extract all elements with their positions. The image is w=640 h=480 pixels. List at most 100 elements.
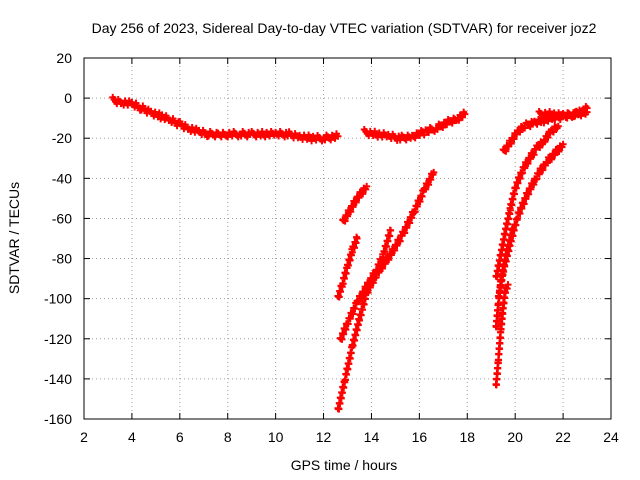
data-point-marker <box>454 115 462 123</box>
y-tick-label: -120 <box>44 331 72 347</box>
series-arc6 <box>334 168 438 413</box>
data-point-marker <box>530 181 538 189</box>
data-point-marker <box>512 184 520 192</box>
y-tick-label: -60 <box>52 210 72 226</box>
data-point-marker <box>521 124 529 132</box>
data-point-marker <box>461 110 469 118</box>
data-point-marker <box>525 190 533 198</box>
x-tick-label: 12 <box>316 429 332 445</box>
data-point-marker <box>352 198 360 206</box>
data-point-marker <box>439 124 447 132</box>
data-point-marker <box>504 281 512 289</box>
data-point-marker <box>425 181 433 189</box>
y-tick-label: -20 <box>52 130 72 146</box>
data-point-marker <box>526 123 534 131</box>
data-point-marker <box>430 168 438 176</box>
plot-area <box>109 93 591 413</box>
series-arc10 <box>494 140 567 301</box>
y-tick-label: -40 <box>52 170 72 186</box>
y-tick-label: -80 <box>52 251 72 267</box>
data-point-marker <box>543 159 551 167</box>
data-point-marker <box>348 248 356 256</box>
data-point-marker <box>418 192 426 200</box>
data-point-marker <box>211 133 219 141</box>
data-point-marker <box>403 224 411 232</box>
data-point-marker <box>425 129 433 137</box>
data-point-marker <box>437 122 445 130</box>
data-point-marker <box>406 219 414 227</box>
data-point-marker <box>443 121 451 129</box>
x-tick-label: 16 <box>412 429 428 445</box>
data-point-marker <box>514 179 522 187</box>
data-point-marker <box>344 320 352 328</box>
data-point-marker <box>520 200 528 208</box>
data-point-marker <box>352 239 360 247</box>
data-point-marker <box>550 128 558 136</box>
y-tick-label: 20 <box>56 50 72 66</box>
data-point-marker <box>555 148 563 156</box>
data-point-marker <box>536 144 544 152</box>
data-point-marker <box>338 335 346 343</box>
data-point-marker <box>521 164 529 172</box>
data-point-marker <box>408 214 416 222</box>
data-point-marker <box>371 127 379 135</box>
data-point-marker <box>516 128 524 136</box>
data-point-marker <box>432 124 440 132</box>
series-arc9 <box>492 122 562 281</box>
data-point-marker <box>341 217 349 225</box>
data-point-marker <box>393 242 401 250</box>
series-arc2 <box>360 108 469 144</box>
y-axis-label: SDTVAR / TECUs <box>6 182 22 294</box>
series-arc12 <box>535 107 591 121</box>
data-point-marker <box>510 190 518 198</box>
data-point-marker <box>349 203 357 211</box>
data-point-marker <box>369 279 377 287</box>
series-arc4 <box>339 182 371 225</box>
data-point-marker <box>583 108 591 116</box>
data-point-marker <box>516 175 524 183</box>
data-point-marker <box>420 131 428 139</box>
x-tick-label: 18 <box>459 429 475 445</box>
data-point-marker <box>455 116 463 124</box>
x-tick-label: 14 <box>364 429 380 445</box>
x-tick-label: 8 <box>224 429 232 445</box>
data-point-marker <box>448 119 456 127</box>
data-point-marker <box>342 326 350 334</box>
data-point-marker <box>351 305 359 313</box>
data-point-marker <box>422 185 430 193</box>
x-tick-label: 2 <box>80 429 88 445</box>
y-tick-label: -100 <box>44 291 72 307</box>
data-point-marker <box>524 160 532 168</box>
x-tick-label: 6 <box>176 429 184 445</box>
data-point-marker <box>364 289 372 297</box>
data-point-marker <box>344 212 351 220</box>
series-arc1 <box>109 93 342 145</box>
chart-title: Day 256 of 2023, Sidereal Day-to-day VTE… <box>92 20 597 36</box>
data-point-marker <box>546 107 554 115</box>
data-point-marker <box>411 208 419 216</box>
x-tick-label: 10 <box>268 429 284 445</box>
data-point-marker <box>350 244 358 252</box>
x-tick-label: 22 <box>555 429 571 445</box>
x-axis-label: GPS time / hours <box>291 457 398 473</box>
x-tick-label: 20 <box>507 429 523 445</box>
data-point-marker <box>391 247 399 255</box>
y-tick-label: 0 <box>64 90 72 106</box>
data-point-marker <box>427 176 435 184</box>
data-point-marker <box>522 195 530 203</box>
data-point-marker <box>401 229 409 237</box>
data-point-marker <box>355 298 363 306</box>
y-tick-label: -140 <box>44 371 72 387</box>
y-tick-label: -160 <box>44 411 72 427</box>
data-point-marker <box>416 198 424 206</box>
x-tick-label: 4 <box>128 429 136 445</box>
data-point-marker <box>387 226 395 234</box>
data-point-marker <box>349 310 357 318</box>
data-point-marker <box>366 284 374 292</box>
series-arc7 <box>492 281 512 389</box>
data-point-marker <box>548 155 556 163</box>
data-point-marker <box>457 112 465 120</box>
data-point-marker <box>347 208 355 216</box>
data-point-marker <box>353 235 361 242</box>
